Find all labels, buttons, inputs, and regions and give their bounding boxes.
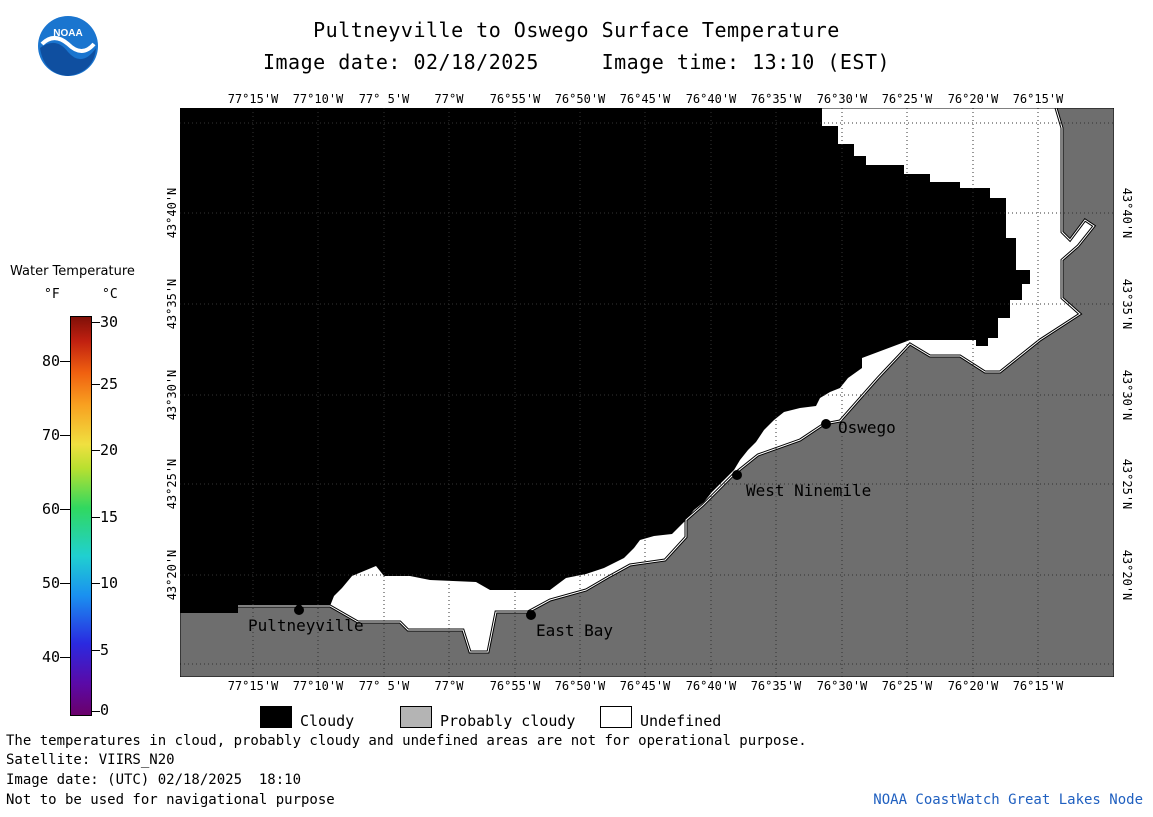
lon-label-top: 76°45'W bbox=[619, 92, 671, 106]
lon-label-bottom: 76°25'W bbox=[881, 679, 933, 693]
colorbar-tick bbox=[60, 435, 70, 436]
lon-label-top: 76°35'W bbox=[750, 92, 802, 106]
lon-label-bottom: 77°W bbox=[434, 679, 464, 693]
colorbar-unit-c: °C bbox=[102, 287, 118, 302]
lon-label-top: 77° 5'W bbox=[358, 92, 410, 106]
colorbar-c-label: 5 bbox=[100, 641, 110, 659]
colorbar-tick bbox=[60, 583, 70, 584]
lon-label-top: 76°55'W bbox=[489, 92, 541, 106]
colorbar-tick bbox=[92, 384, 100, 385]
lon-label-bottom: 77°15'W bbox=[227, 679, 279, 693]
lon-label-top: 77°10'W bbox=[292, 92, 344, 106]
colorbar-c-label: 30 bbox=[100, 313, 119, 331]
lon-label-bottom: 77° 5'W bbox=[358, 679, 410, 693]
lat-label-right: 43°25'N bbox=[1120, 458, 1134, 510]
colorbar-c-label: 10 bbox=[100, 574, 119, 592]
place-label-oswego: Oswego bbox=[838, 418, 896, 437]
graticule bbox=[180, 108, 1114, 677]
colorbar-tick bbox=[60, 657, 70, 658]
image-date-utc: Image date: (UTC) 02/18/2025 18:10 bbox=[6, 772, 302, 788]
legend-swatch-probably-cloudy bbox=[400, 706, 432, 728]
legend-swatch-undefined bbox=[600, 706, 632, 728]
lat-label-left: 43°40'N bbox=[165, 187, 179, 239]
surface-temperature-map bbox=[180, 108, 1114, 677]
colorbar-tick bbox=[92, 711, 100, 712]
lon-label-bottom: 77°10'W bbox=[292, 679, 344, 693]
cloudy-area bbox=[180, 108, 1030, 613]
lon-label-top: 76°30'W bbox=[816, 92, 868, 106]
colorbar-f-label: 70 bbox=[41, 426, 60, 444]
colorbar-unit-f: °F bbox=[44, 287, 60, 302]
place-marker-west-ninemile bbox=[732, 470, 742, 480]
lon-label-top: 76°40'W bbox=[685, 92, 737, 106]
lon-label-top: 77°W bbox=[434, 92, 464, 106]
disclaimer-note: The temperatures in cloud, probably clou… bbox=[6, 733, 807, 749]
lon-label-bottom: 76°50'W bbox=[554, 679, 606, 693]
colorbar-tick bbox=[60, 361, 70, 362]
colorbar-f-label: 40 bbox=[41, 648, 60, 666]
place-label-west-ninemile: West Ninemile bbox=[746, 481, 872, 500]
lon-label-bottom: 76°15'W bbox=[1012, 679, 1064, 693]
lat-label-right: 43°30'N bbox=[1120, 369, 1134, 421]
colorbar-tick bbox=[92, 650, 100, 651]
colorbar-c-label: 25 bbox=[100, 375, 119, 393]
legend-label-cloudy: Cloudy bbox=[300, 712, 355, 730]
noaa-logo-text: NOAA bbox=[53, 28, 82, 39]
satellite-info: Satellite: VIIRS_N20 bbox=[6, 752, 175, 768]
coastwatch-credit: NOAA CoastWatch Great Lakes Node bbox=[873, 792, 1143, 808]
colorbar-tick bbox=[92, 583, 100, 584]
place-label-east-bay: East Bay bbox=[536, 621, 614, 640]
lon-label-top: 76°50'W bbox=[554, 92, 606, 106]
place-marker-oswego bbox=[821, 419, 831, 429]
colorbar-f-label: 50 bbox=[41, 574, 60, 592]
lat-label-left: 43°25'N bbox=[165, 458, 179, 510]
lat-label-left: 43°20'N bbox=[165, 549, 179, 601]
legend-swatch-cloudy bbox=[260, 706, 292, 728]
colorbar-c-label: 15 bbox=[100, 508, 119, 526]
colorbar-c-label: 0 bbox=[100, 701, 110, 719]
lon-label-bottom: 76°45'W bbox=[619, 679, 671, 693]
place-marker-pultneyville bbox=[294, 605, 304, 615]
colorbar-tick bbox=[92, 517, 100, 518]
lon-label-top: 76°20'W bbox=[947, 92, 999, 106]
colorbar-f-label: 60 bbox=[41, 500, 60, 518]
place-marker-east-bay bbox=[526, 610, 536, 620]
lat-label-right: 43°40'N bbox=[1120, 187, 1134, 239]
legend-label-probably-cloudy: Probably cloudy bbox=[440, 712, 576, 730]
lon-label-bottom: 76°40'W bbox=[685, 679, 737, 693]
lon-label-bottom: 76°35'W bbox=[750, 679, 802, 693]
lon-label-bottom: 76°55'W bbox=[489, 679, 541, 693]
colorbar-tick bbox=[92, 322, 100, 323]
navigation-disclaimer: Not to be used for navigational purpose bbox=[6, 792, 335, 808]
lat-label-right: 43°35'N bbox=[1120, 278, 1134, 330]
lon-label-bottom: 76°30'W bbox=[816, 679, 868, 693]
lon-label-top: 76°25'W bbox=[881, 92, 933, 106]
temperature-colorbar bbox=[70, 316, 92, 716]
legend-label-undefined: Undefined bbox=[640, 712, 722, 730]
colorbar-f-label: 80 bbox=[41, 352, 60, 370]
place-label-pultneyville: Pultneyville bbox=[248, 616, 364, 635]
lon-label-top: 77°15'W bbox=[227, 92, 279, 106]
lat-label-left: 43°35'N bbox=[165, 278, 179, 330]
lon-label-top: 76°15'W bbox=[1012, 92, 1064, 106]
lat-label-right: 43°20'N bbox=[1120, 549, 1134, 601]
colorbar-c-label: 20 bbox=[100, 441, 119, 459]
page-title: Pultneyville to Oswego Surface Temperatu… bbox=[313, 18, 840, 42]
colorbar-title: Water Temperature bbox=[10, 264, 135, 279]
probably-cloudy-area bbox=[180, 108, 1114, 677]
lat-label-left: 43°30'N bbox=[165, 369, 179, 421]
lon-label-bottom: 76°20'W bbox=[947, 679, 999, 693]
image-datetime: Image date: 02/18/2025 Image time: 13:10… bbox=[262, 50, 891, 74]
noaa-logo: NOAA bbox=[38, 16, 98, 76]
colorbar-tick bbox=[92, 450, 100, 451]
colorbar-tick bbox=[60, 509, 70, 510]
